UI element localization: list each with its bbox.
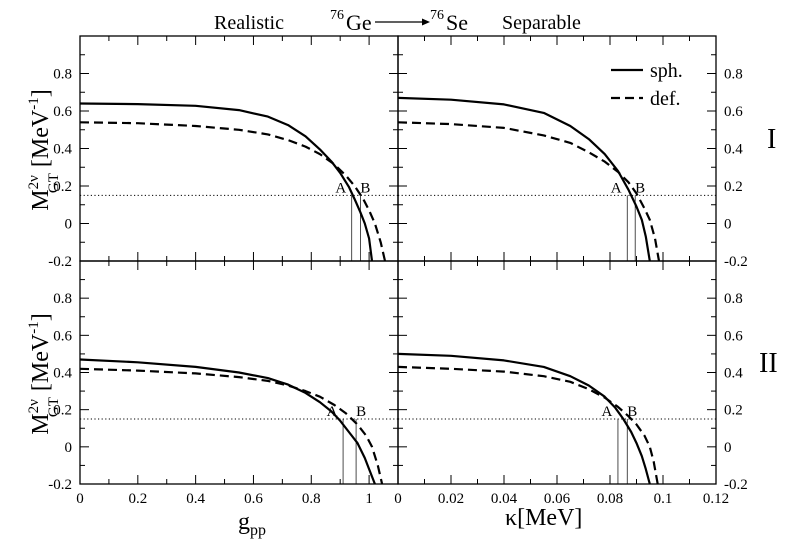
separable-title: Separable (502, 12, 581, 34)
y-tick-label: 0.2 (53, 403, 72, 419)
x-axis-label-left: gpp (238, 509, 266, 539)
y-tick-label: 0.4 (724, 142, 743, 158)
to-element: Se (446, 10, 468, 35)
marker-label-B: B (356, 404, 366, 420)
series-sph-line (79, 102, 374, 262)
y-tick-label: -0.2 (724, 477, 748, 493)
marker-label-B: B (627, 404, 637, 420)
y-axis-label-top: M2ν GT [MeV-1] (26, 89, 62, 210)
y-tick-label: 0.2 (724, 179, 743, 195)
marker-label-A: A (335, 180, 346, 196)
y-tick-label: 0 (65, 440, 73, 456)
y-tick-label: 0.4 (724, 366, 743, 382)
y-tick-label: 0.6 (53, 328, 72, 344)
x-tick-label: 0.12 (703, 491, 729, 507)
y-tick-label: 0.8 (53, 67, 72, 83)
legend: sph. def. (611, 60, 683, 110)
y-tick-label: 0 (724, 217, 732, 233)
reaction-arrow-head (422, 18, 430, 26)
panel-frame (79, 35, 399, 262)
y-tick-label: 0.2 (53, 179, 72, 195)
x-tick-label: 0 (76, 491, 84, 507)
y-tick-label: 0.4 (53, 142, 72, 158)
row-label-I: I (767, 124, 776, 155)
y-tick-label: -0.2 (48, 254, 72, 270)
marker-label-B: B (360, 180, 370, 196)
legend-sph-label: sph. (650, 60, 683, 82)
y-tick-label: 0.6 (724, 328, 743, 344)
row-label-II: II (759, 348, 778, 379)
to-mass: 76 (430, 8, 444, 23)
marker-label-A: A (602, 404, 613, 420)
realistic-title: Realistic (214, 12, 284, 34)
panel-II-realistic: -0.200.20.40.60.80 0.2 0.4 0.6 0.8 1A B (48, 260, 399, 507)
x-tick-label: 0 (394, 491, 402, 507)
y-axis-label-bottom: M2ν GT [MeV-1] (26, 313, 62, 434)
legend-def-label: def. (650, 88, 681, 110)
series-sph-line (79, 358, 376, 485)
panels: -0.200.20.40.60.8A B-0.200.20.40.60.8A B-0… (48, 35, 748, 507)
y-tick-label: -0.2 (48, 477, 72, 493)
y-tick-label: 0.6 (53, 104, 72, 120)
panel-I-separable: -0.2 0 0.2 0.4 0.6 0.8 A B (397, 35, 748, 270)
x-axis-label-right: κ[MeV] (505, 505, 582, 531)
y-tick-label: 0.2 (724, 403, 743, 419)
panel-I-realistic: -0.2 0 0.2 0.4 0.6 0.8 A B (48, 35, 399, 270)
series-def-line (79, 367, 384, 485)
x-tick-label: 0.2 (128, 491, 147, 507)
y-tick-label: 0 (724, 440, 732, 456)
y-tick-label: 0.8 (724, 291, 743, 307)
marker-label-A: A (611, 180, 622, 196)
series-sph-line (397, 96, 651, 262)
x-tick-label: 0.1 (654, 491, 673, 507)
x-tick-label: 0.04 (491, 491, 518, 507)
x-tick-label: 1 (365, 491, 373, 507)
reaction-label: 76 Ge 76 Se (330, 8, 468, 35)
y-tick-label: -0.2 (724, 254, 748, 270)
x-tick-label: 0.08 (597, 491, 623, 507)
panel-II-separable: -0.2 0 0.2 0.4 0.6 0.8 0 0.02 0.04 0.06 0.08 0.1 0.1… (394, 260, 748, 507)
series-def-line (397, 365, 659, 485)
x-tick-label: 0.6 (244, 491, 263, 507)
y-tick-label: 0.6 (724, 104, 743, 120)
series-def-line (79, 121, 387, 262)
x-tick-label: 0.02 (438, 491, 464, 507)
series-def-line (397, 121, 661, 262)
y-tick-label: 0.8 (53, 291, 72, 307)
y-tick-label: 0.8 (724, 67, 743, 83)
from-mass: 76 (330, 8, 344, 23)
x-tick-label: 0.06 (544, 491, 571, 507)
from-element: Ge (346, 10, 372, 35)
marker-label-B: B (635, 180, 645, 196)
x-tick-label: 0.8 (302, 491, 321, 507)
y-tick-label: 0 (65, 217, 73, 233)
x-tick-label: 0.4 (186, 491, 205, 507)
y-tick-label: 0.4 (53, 366, 72, 382)
